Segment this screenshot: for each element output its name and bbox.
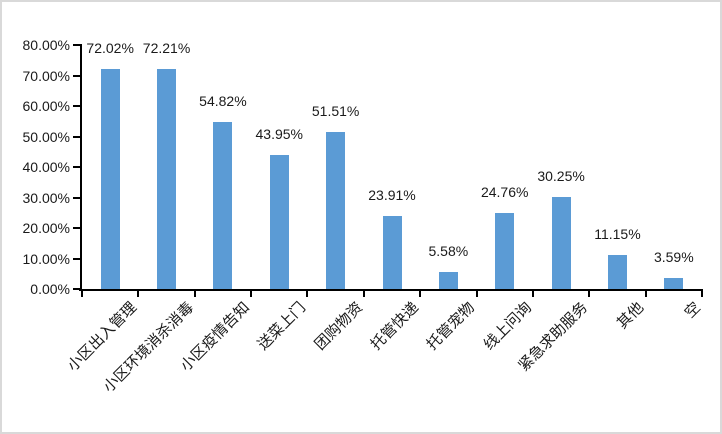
y-tick-label: 60.00% bbox=[22, 98, 70, 114]
bar-value-label: 54.82% bbox=[199, 92, 247, 109]
bar-8 bbox=[495, 213, 515, 289]
x-axis-line bbox=[79, 289, 703, 291]
bar-value-label: 30.25% bbox=[537, 167, 585, 184]
y-tick-label: 30.00% bbox=[22, 189, 70, 206]
x-axis-tick bbox=[81, 289, 83, 297]
y-tick-label: 0.00% bbox=[30, 281, 70, 297]
category-label: 托管快递 bbox=[367, 299, 423, 354]
bar-5 bbox=[326, 131, 346, 289]
x-axis-tick bbox=[362, 289, 365, 297]
category-label: 空 bbox=[681, 299, 704, 322]
bar-value-label: 11.15% bbox=[594, 225, 641, 242]
bar-3 bbox=[213, 121, 233, 289]
bar-4 bbox=[269, 154, 289, 289]
bar-value-label: 43.95% bbox=[255, 125, 303, 142]
x-axis-tick bbox=[250, 289, 253, 297]
y-axis-tick bbox=[73, 196, 82, 199]
bar-1 bbox=[100, 69, 120, 289]
y-axis-line bbox=[80, 44, 82, 291]
bar-11 bbox=[664, 278, 684, 289]
y-axis-tick bbox=[73, 257, 82, 260]
y-axis-tick bbox=[73, 74, 82, 77]
y-tick-label: 70.00% bbox=[22, 67, 70, 84]
bar-value-label: 5.58% bbox=[428, 242, 469, 259]
y-axis-tick bbox=[73, 105, 82, 107]
bar-6 bbox=[382, 216, 402, 289]
x-axis-tick bbox=[531, 289, 534, 297]
x-axis-tick bbox=[701, 289, 703, 297]
category-label: 托管宠物 bbox=[423, 299, 479, 354]
category-label: 送菜上门 bbox=[254, 299, 310, 354]
bar-10 bbox=[607, 254, 627, 289]
x-axis-tick bbox=[644, 289, 647, 297]
x-axis-tick bbox=[419, 289, 422, 297]
y-axis-tick bbox=[73, 288, 82, 290]
bar-7 bbox=[438, 271, 458, 289]
bar-9 bbox=[551, 196, 571, 289]
x-axis-tick bbox=[475, 289, 478, 297]
bar-2 bbox=[157, 68, 177, 289]
y-axis-tick bbox=[73, 227, 82, 229]
y-tick-label: 50.00% bbox=[22, 128, 70, 145]
bar-value-label: 51.51% bbox=[311, 102, 360, 119]
x-axis-tick bbox=[588, 289, 591, 297]
y-tick-label: 20.00% bbox=[22, 220, 70, 236]
x-axis-tick bbox=[306, 289, 309, 297]
y-axis-tick bbox=[73, 166, 82, 168]
bar-value-label: 3.59% bbox=[653, 249, 694, 266]
bar-value-label: 72.21% bbox=[142, 39, 191, 56]
y-axis-tick bbox=[73, 44, 82, 46]
x-axis-tick bbox=[137, 289, 140, 297]
category-label: 线上问询 bbox=[480, 299, 535, 354]
y-tick-label: 10.00% bbox=[22, 250, 70, 267]
bar-value-label: 24.76% bbox=[480, 184, 529, 201]
bar-value-label: 23.91% bbox=[368, 187, 416, 204]
x-axis-tick bbox=[193, 289, 196, 297]
category-label: 其他 bbox=[614, 299, 648, 333]
y-tick-label: 80.00% bbox=[22, 37, 70, 53]
y-axis-tick bbox=[73, 135, 82, 138]
bar-value-label: 72.02% bbox=[86, 40, 134, 57]
category-label: 团购物资 bbox=[311, 299, 366, 354]
y-tick-label: 40.00% bbox=[22, 159, 70, 175]
